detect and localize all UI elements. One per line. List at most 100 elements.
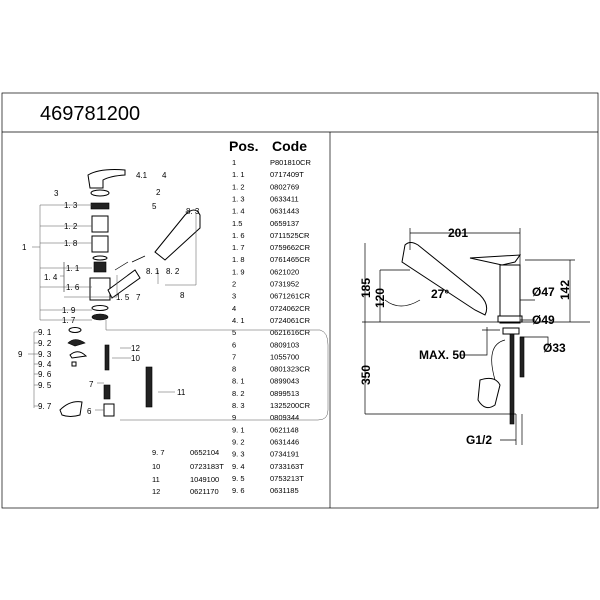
dim-base-diameter: Ø49: [532, 313, 555, 327]
table-code: 0621170: [190, 487, 219, 496]
table-pos: 11: [152, 475, 160, 484]
table-pos: 4: [232, 304, 236, 313]
flexible-hose-part: [145, 366, 153, 408]
callout-l8-3: 8. 3: [186, 207, 200, 216]
table-code: 0621616CR: [270, 328, 311, 337]
cartridge-part: [91, 215, 109, 233]
table-pos: 1. 1: [232, 170, 245, 179]
table-code: 0809103: [270, 340, 299, 349]
sheet-frame: [1, 92, 599, 509]
hose-line: [105, 320, 329, 421]
dim-angle: 27°: [431, 287, 449, 301]
table-pos: 8. 2: [232, 389, 245, 398]
table-code: 1325200CR: [270, 401, 311, 410]
callout-l9-2: 9. 2: [38, 339, 52, 348]
callout-l6: 6: [87, 407, 92, 416]
table-code: 0753213T: [270, 474, 304, 483]
callout-l9-7: 9. 7: [38, 402, 52, 411]
table-pos: 3: [232, 292, 236, 301]
table-code: 0723183T: [190, 462, 224, 471]
table-code: 0759662CR: [270, 243, 311, 252]
dim-thread: G1/2: [466, 433, 492, 447]
callout-l1-9: 1. 9: [62, 306, 76, 315]
nut-part: [59, 401, 83, 417]
callout-l7a: 7: [136, 293, 141, 302]
callout-l1-6: 1. 6: [66, 283, 80, 292]
code-header: Code: [272, 138, 307, 154]
callout-l1-5: 1. 5: [116, 293, 130, 302]
callout-l9-4: 9. 4: [38, 360, 52, 369]
callout-l1-7: 1. 7: [62, 316, 76, 325]
table-code: 0671261CR: [270, 292, 311, 301]
callout-l1-1: 1. 1: [66, 264, 80, 273]
table-code: 1049100: [190, 475, 219, 484]
table-code: 0633411: [270, 194, 299, 203]
hose-part: [104, 344, 110, 371]
body-outline: [499, 264, 521, 324]
table-code: 0724062CR: [270, 304, 311, 313]
callout-l3: 3: [54, 189, 59, 198]
dimension-view: 201 185 120 27° Ø47 Ø49 142 MAX. 50 Ø33 …: [359, 226, 590, 447]
table-code: 0801323CR: [270, 365, 311, 374]
dim-body-diameter: Ø47: [532, 285, 555, 299]
callout-l9-3: 9. 3: [38, 350, 52, 359]
dim-spout-height: 120: [373, 288, 387, 308]
table-code: 0731952: [270, 280, 299, 289]
callout-l9-6: 9. 6: [38, 370, 52, 379]
lever-outline: [469, 254, 522, 266]
pos-header: Pos.: [229, 138, 259, 154]
body-part: [89, 277, 111, 301]
table-pos: 9. 1: [232, 425, 245, 434]
weight-outline: [477, 377, 501, 409]
table-code: 0631185: [270, 486, 299, 495]
table-code: P801810CR: [270, 158, 311, 167]
table-pos: 1. 8: [232, 255, 245, 264]
table-pos: 1.5: [232, 219, 242, 228]
callout-l10: 10: [131, 354, 140, 363]
table-pos: 4. 1: [232, 316, 245, 325]
table-pos: 12: [152, 487, 160, 496]
callout-l4-1: 4.1: [136, 171, 148, 180]
table-pos: 8. 1: [232, 377, 245, 386]
callout-l8-2: 8. 2: [166, 267, 180, 276]
table-code: 0734191: [270, 450, 299, 459]
table-pos: 1. 3: [232, 194, 245, 203]
table-pos: 8. 3: [232, 401, 245, 410]
table-code: 0631446: [270, 437, 299, 446]
table-pos: 1. 9: [232, 267, 245, 276]
spout-outline: [401, 242, 488, 316]
callout-l11: 11: [177, 388, 186, 397]
table-pos: 6: [232, 340, 236, 349]
handle-part: [87, 169, 126, 189]
table-pos: 1. 6: [232, 231, 245, 240]
table-pos: 9: [232, 413, 236, 422]
table-pos: 1. 2: [232, 182, 245, 191]
table-pos: 9. 5: [232, 474, 245, 483]
table-pos: 1. 7: [232, 243, 245, 252]
table-code: 0802769: [270, 182, 299, 191]
table-code: 0711525CR: [270, 231, 310, 240]
table-pos: 1. 4: [232, 207, 245, 216]
table-code: 0621148: [270, 425, 299, 434]
table-code: 0809344: [270, 413, 299, 422]
table-code: 0899043: [270, 377, 299, 386]
callout-l1-8: 1. 8: [64, 239, 78, 248]
table-pos: 9. 2: [232, 437, 245, 446]
callout-l9-5: 9. 5: [38, 381, 52, 390]
callout-l9: 9: [18, 350, 23, 359]
table-pos: 10: [152, 462, 160, 471]
table-pos: 9. 6: [232, 486, 245, 495]
table-code: 0621020: [270, 267, 299, 276]
supply-pipe: [509, 333, 515, 425]
table-pos: 7: [232, 352, 236, 361]
table-code: 0631443: [270, 207, 299, 216]
spout-part: [107, 269, 141, 299]
callout-l2: 2: [156, 188, 161, 197]
product-number: 469781200: [40, 103, 140, 125]
callout-l8: 8: [180, 291, 185, 300]
dim-hole-diameter: Ø33: [543, 341, 566, 355]
callout-l9-1: 9. 1: [38, 328, 52, 337]
dim-width: 201: [448, 226, 468, 240]
callout-l1: 1: [22, 243, 27, 252]
